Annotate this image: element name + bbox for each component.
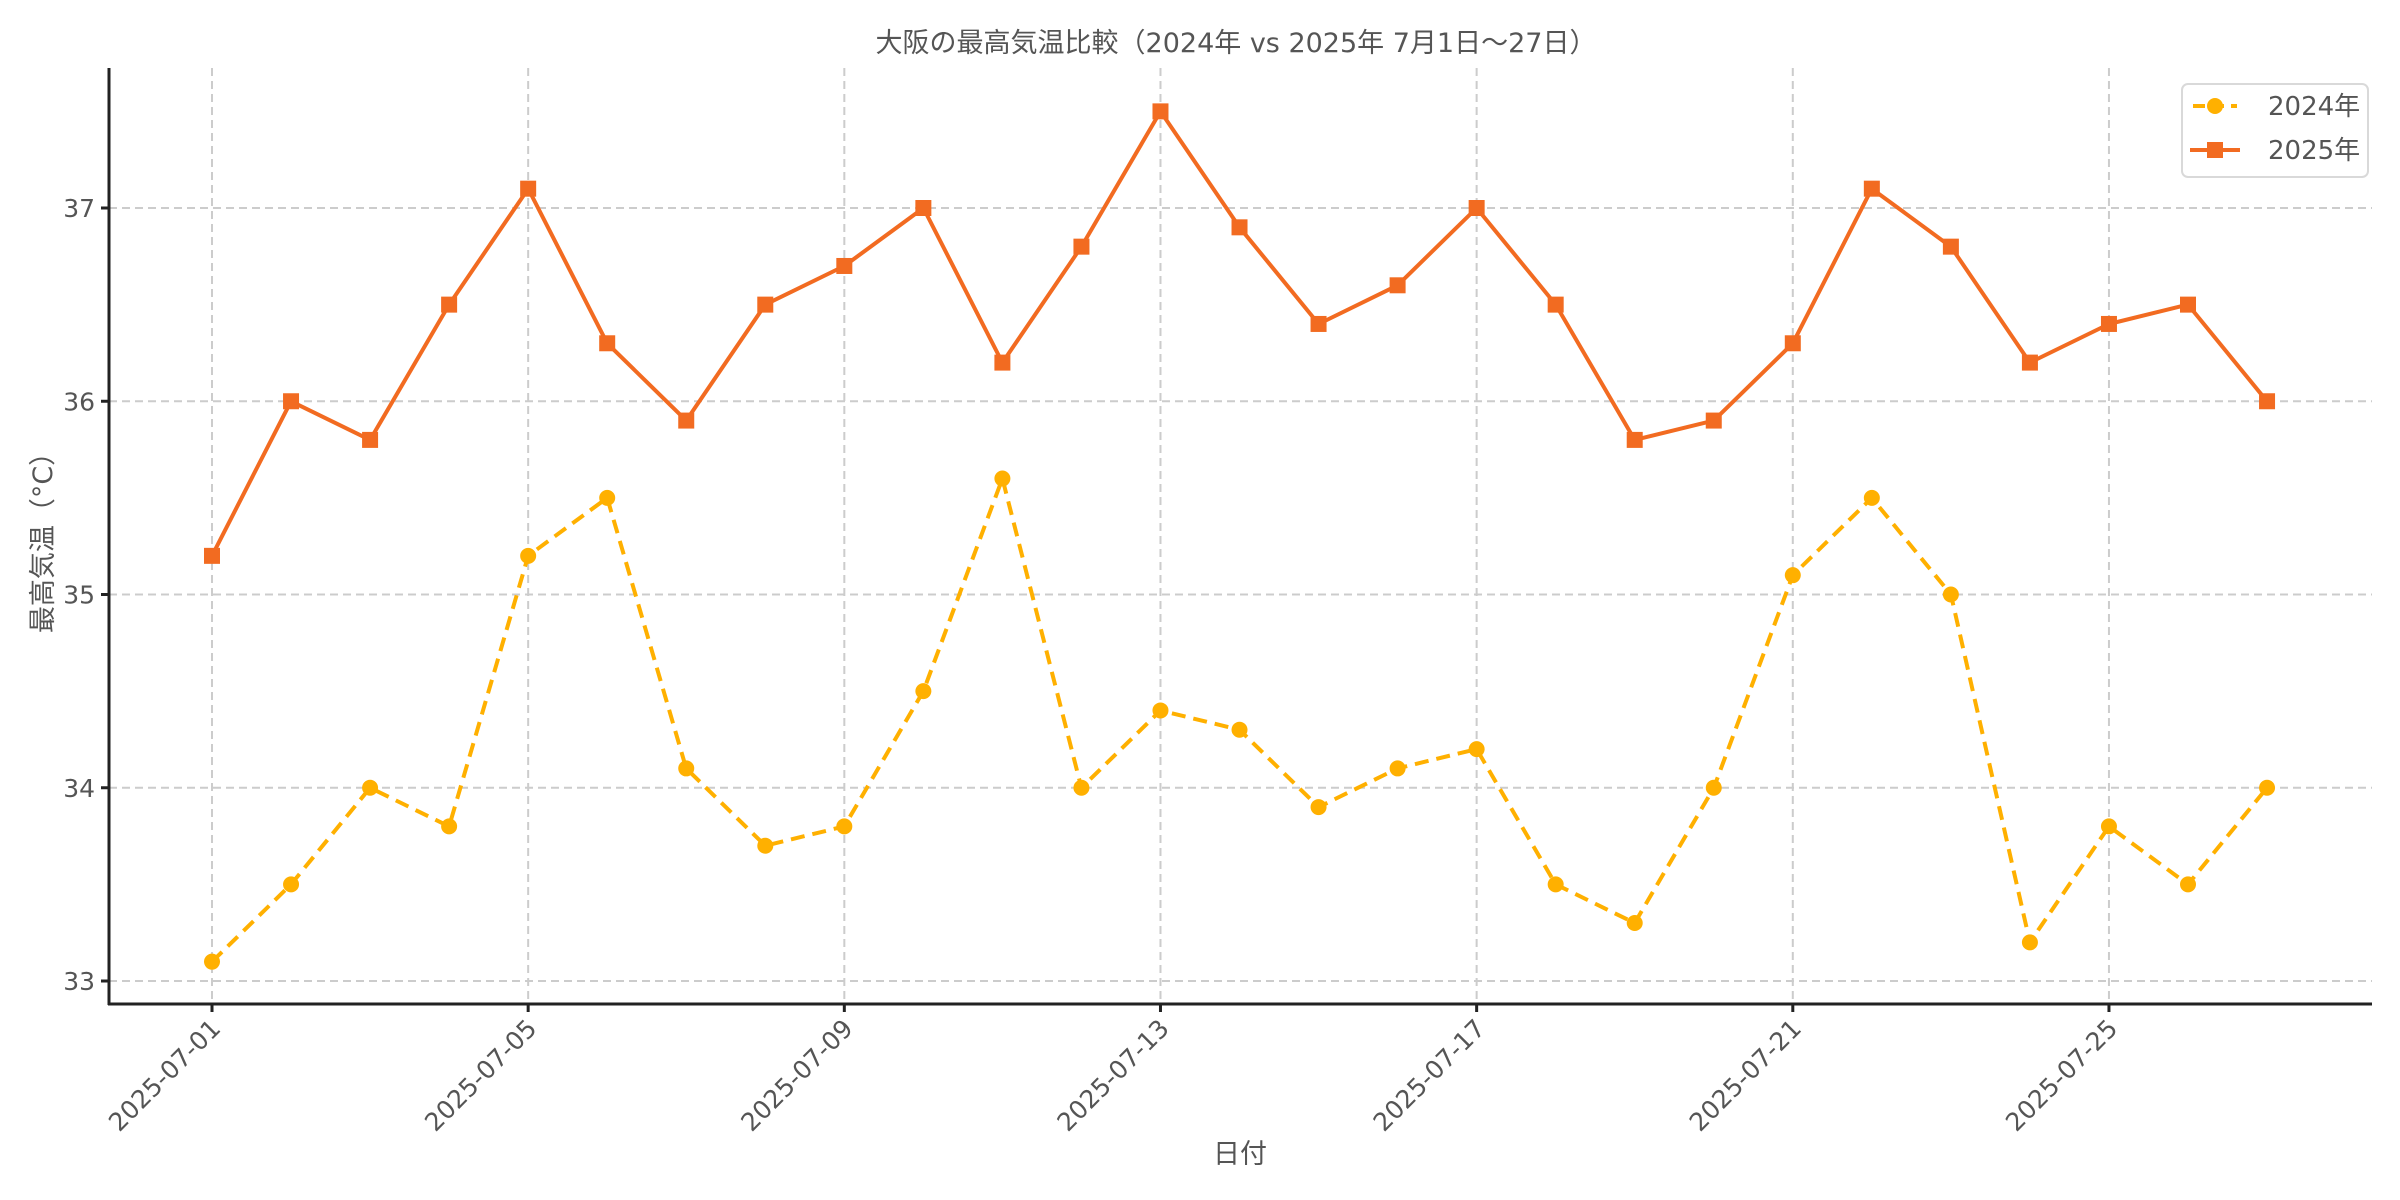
grid-lines [109, 68, 2372, 1004]
data-point [2259, 779, 2276, 796]
data-point [678, 412, 695, 429]
data-point [1705, 412, 1722, 429]
data-point [994, 470, 1011, 487]
legend-item-2025: 2025年 [2190, 136, 2360, 166]
data-point [1468, 200, 1485, 216]
chart-title: 大阪の最高気温比較（2024年 vs 2025年 7月1日〜27日） [876, 28, 1597, 59]
legend-frame [2181, 83, 2369, 178]
data-point [204, 547, 220, 564]
data-point [204, 953, 220, 970]
data-point [2021, 354, 2038, 371]
data-point [836, 818, 853, 835]
data-point [1863, 180, 1880, 197]
data-point [994, 354, 1011, 371]
data-point [1073, 779, 1090, 796]
square-marker-icon [2207, 142, 2223, 158]
data-point [1626, 915, 1643, 932]
x-tick-label: 2025-07-25 [2000, 1014, 2123, 1137]
legend: 2024年 2025年 [2181, 83, 2369, 178]
data-point [2259, 393, 2276, 410]
data-point [1152, 103, 1169, 120]
y-tick-label: 36 [63, 387, 95, 416]
x-tick-label: 2025-07-13 [1051, 1014, 1174, 1137]
data-point [2100, 818, 2117, 835]
data-point [1784, 335, 1801, 352]
x-axis-label: 日付 [1213, 1139, 1267, 1170]
data-point [1152, 702, 1169, 719]
data-point [2180, 876, 2196, 893]
data-point [2180, 296, 2196, 313]
series-line [210, 109, 2269, 557]
data-point [2100, 315, 2117, 332]
y-axis-ticks: 33 34 35 36 37 [63, 194, 109, 996]
data-point [1942, 238, 1959, 255]
data-point [362, 779, 379, 796]
data-point [836, 257, 853, 274]
series-2024年 [204, 470, 2276, 970]
data-point [1942, 586, 1959, 603]
data-point [1073, 238, 1090, 255]
x-tick-label: 2025-07-17 [1368, 1014, 1491, 1137]
data-point [1547, 876, 1564, 893]
data-point [1231, 721, 1248, 738]
data-point [2021, 934, 2038, 951]
data-point [283, 393, 300, 410]
data-point [283, 876, 300, 893]
data-point [1547, 296, 1564, 313]
y-tick-label: 35 [63, 581, 95, 610]
data-point [1389, 277, 1406, 294]
data-point [915, 200, 932, 216]
data-point [1863, 489, 1880, 506]
data-point [362, 431, 379, 448]
legend-item-2024: 2024年 [2193, 92, 2360, 122]
data-point [1626, 431, 1643, 448]
data-point [1784, 567, 1801, 584]
data-point [599, 335, 616, 352]
data-point [1310, 799, 1327, 816]
data-point [520, 180, 537, 197]
data-point [678, 760, 695, 777]
x-tick-label: 2025-07-05 [419, 1014, 542, 1137]
y-tick-label: 37 [63, 194, 95, 223]
x-axis-ticks: 2025-07-01 2025-07-05 2025-07-09 2025-07-13… [103, 1004, 2123, 1137]
data-point [757, 837, 774, 854]
series-line [210, 476, 2269, 964]
data-point [757, 296, 774, 313]
data-point [915, 683, 932, 700]
y-tick-label: 34 [63, 774, 95, 803]
data-point [1231, 219, 1248, 236]
legend-label-2024: 2024年 [2268, 92, 2360, 122]
data-point [441, 296, 458, 313]
x-tick-label: 2025-07-01 [103, 1014, 226, 1137]
series-2025年 [204, 103, 2276, 564]
data-point [1389, 760, 1406, 777]
data-point [520, 547, 537, 564]
data-point [599, 489, 616, 506]
y-axis-label: 最高気温（°C） [28, 439, 59, 633]
data-point [1310, 315, 1327, 332]
legend-label-2025: 2025年 [2268, 136, 2360, 166]
series-layer [204, 103, 2276, 970]
circle-marker-icon [2207, 98, 2223, 114]
data-point [1705, 779, 1722, 796]
x-tick-label: 2025-07-21 [1684, 1014, 1807, 1137]
x-tick-label: 2025-07-09 [735, 1014, 858, 1137]
data-point [441, 818, 458, 835]
data-point [1468, 741, 1485, 758]
y-tick-label: 33 [63, 967, 95, 996]
